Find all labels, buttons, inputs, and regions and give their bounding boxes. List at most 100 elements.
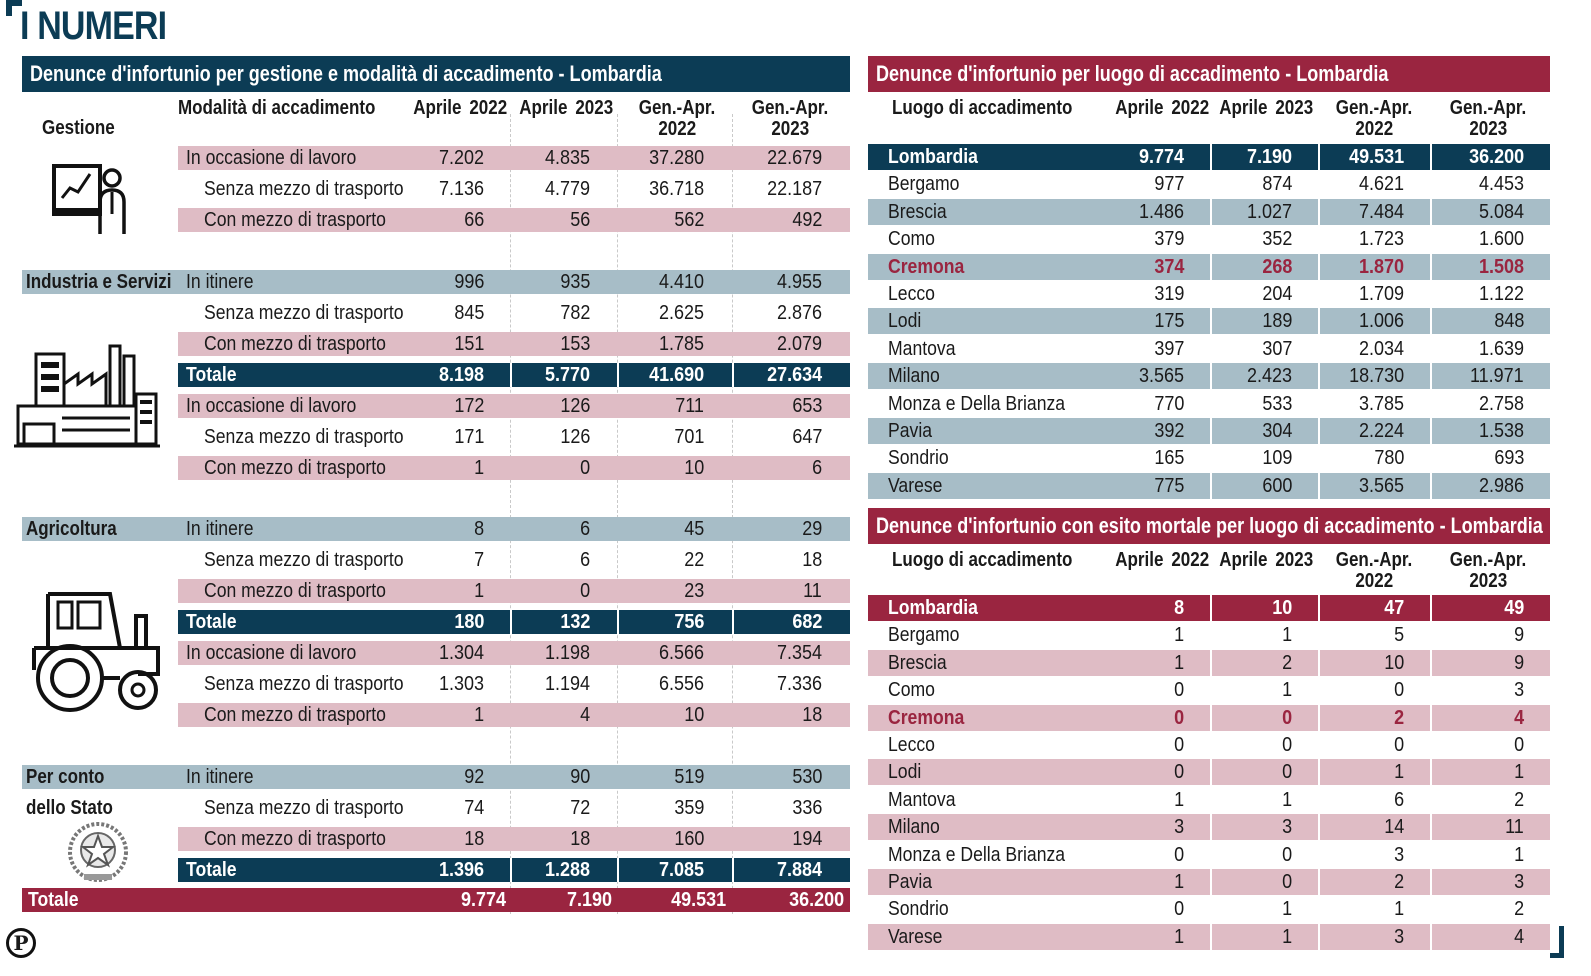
cell-divider <box>1318 144 1320 170</box>
cell-value: 304 <box>1261 420 1292 442</box>
column-separator <box>617 114 618 914</box>
cell-value: 711 <box>675 395 704 417</box>
cell-value: 153 <box>559 333 590 355</box>
cell-divider <box>732 858 734 882</box>
cell-value: 9.774 <box>1138 146 1184 168</box>
cell-value: 11 <box>1505 816 1524 839</box>
cell-value: 0 <box>1281 843 1292 866</box>
cell-value: 37.280 <box>648 147 704 169</box>
cell-value: 1.785 <box>658 333 704 355</box>
table-row: Senza mezzo di trasporto 7.136 4.779 36.718… <box>178 177 850 201</box>
table-row: Lodi 0 0 1 1 <box>868 759 1550 786</box>
row-label: Senza mezzo di trasporto <box>204 673 404 695</box>
table-row: Con mezzo di trasporto 1 0 23 11 <box>178 579 850 603</box>
row-label: Lodi <box>888 761 922 784</box>
cell-value: 18 <box>801 704 822 726</box>
row-label: Cremona <box>888 255 965 278</box>
header-gestione: Gestione <box>42 117 115 139</box>
row-label: Sondrio <box>888 447 949 470</box>
cell-divider <box>1210 896 1212 922</box>
cell-divider <box>1430 308 1432 335</box>
cell-value: 4.835 <box>544 147 590 169</box>
cell-divider <box>617 363 619 387</box>
cell-divider <box>1430 677 1432 703</box>
row-label: In itinere <box>186 766 254 788</box>
cell-value: 2 <box>1393 706 1404 729</box>
row-label: Milano <box>888 816 940 839</box>
table-row: Senza mezzo di trasporto 7 6 22 18 <box>178 548 850 572</box>
cell-divider <box>1210 595 1212 621</box>
table-row: Brescia 1.486 1.027 7.484 5.084 <box>868 198 1550 225</box>
row-label: In occasione di lavoro <box>186 642 357 664</box>
cell-value: 194 <box>791 828 822 850</box>
cell-value: 4.621 <box>1358 173 1404 196</box>
cell-value: 392 <box>1153 420 1184 442</box>
row-label: Como <box>888 228 935 251</box>
table-row: Como 379 352 1.723 1.600 <box>868 226 1550 252</box>
table-row: In occasione di lavoro 172 126 711 653 <box>178 394 850 418</box>
cell-value: 1 <box>473 580 484 602</box>
cell-value: 3 <box>1393 925 1404 948</box>
cell-value: 2 <box>1393 871 1404 893</box>
cell-value: 7.884 <box>776 859 822 881</box>
row-label: Bergamo <box>888 173 960 196</box>
grand-total-value: 36.200 <box>788 889 844 911</box>
gestione-label-industria: Industria e Servizi <box>26 271 172 293</box>
cell-value: 3 <box>1281 816 1292 839</box>
cell-value: 72 <box>569 797 590 819</box>
cell-value: 0 <box>1173 843 1184 866</box>
cell-value: 7.085 <box>658 859 704 881</box>
cell-value: 2.758 <box>1478 392 1524 415</box>
page-title: I NUMERI <box>20 4 167 48</box>
row-label: Con mezzo di trasporto <box>204 209 386 231</box>
row-label: In occasione di lavoro <box>186 395 357 417</box>
cell-value: 3 <box>1173 816 1184 839</box>
cell-value: 2.034 <box>1358 337 1404 360</box>
row-label: Lodi <box>888 310 922 333</box>
cell-value: 0 <box>1173 761 1184 784</box>
column-separator <box>510 114 511 914</box>
cell-value: 7.484 <box>1358 200 1404 223</box>
table-row: Senza mezzo di trasporto 74 72 359 336 <box>178 796 850 820</box>
cell-divider <box>1430 336 1432 362</box>
row-label: Bergamo <box>888 624 960 647</box>
cell-divider <box>1430 787 1432 813</box>
column-header: Aprile 2022 <box>1115 97 1210 119</box>
cell-value: 3.785 <box>1358 392 1404 415</box>
cell-divider <box>1210 732 1212 758</box>
cell-value: 653 <box>791 395 822 417</box>
cell-value: 0 <box>1281 706 1292 729</box>
cell-divider <box>1210 144 1212 170</box>
corner-bracket-top-left <box>6 0 22 16</box>
cell-value: 1 <box>473 457 484 479</box>
cell-value: 701 <box>673 426 704 448</box>
cell-value: 352 <box>1261 228 1292 251</box>
cell-value: 151 <box>453 333 484 355</box>
cell-value: 1 <box>1173 788 1184 811</box>
cell-value: 1.486 <box>1138 200 1184 223</box>
cell-value: 693 <box>1493 447 1524 470</box>
gestione-band-agricoltura <box>22 517 178 541</box>
table-row: Totale 180 132 756 682 <box>178 610 850 634</box>
cell-value: 1.194 <box>544 673 590 695</box>
cell-value: 4 <box>579 704 590 726</box>
table-row: In occasione di lavoro 7.202 4.835 37.280 22… <box>178 146 850 170</box>
cell-value: 397 <box>1153 337 1184 360</box>
column-header: Aprile 2023 <box>1219 97 1314 119</box>
row-label: Senza mezzo di trasporto <box>204 426 404 448</box>
cell-divider <box>1430 198 1432 225</box>
cell-divider <box>1210 308 1212 335</box>
cell-value: 29 <box>801 518 822 540</box>
cell-value: 5 <box>1393 624 1404 647</box>
cell-value: 533 <box>1261 392 1292 415</box>
left-grand-total-row: Totale 9.774 7.190 49.531 36.200 <box>22 888 850 912</box>
cell-value: 0 <box>1281 734 1292 756</box>
cell-value: 8 <box>1173 597 1184 619</box>
row-label: In itinere <box>186 518 254 540</box>
cell-value: 775 <box>1153 474 1184 497</box>
cell-value: 756 <box>673 611 704 633</box>
cell-value: 935 <box>559 271 590 293</box>
row-label: In occasione di lavoro <box>186 147 357 169</box>
cell-divider <box>1318 472 1320 499</box>
cell-value: 18 <box>801 549 822 571</box>
